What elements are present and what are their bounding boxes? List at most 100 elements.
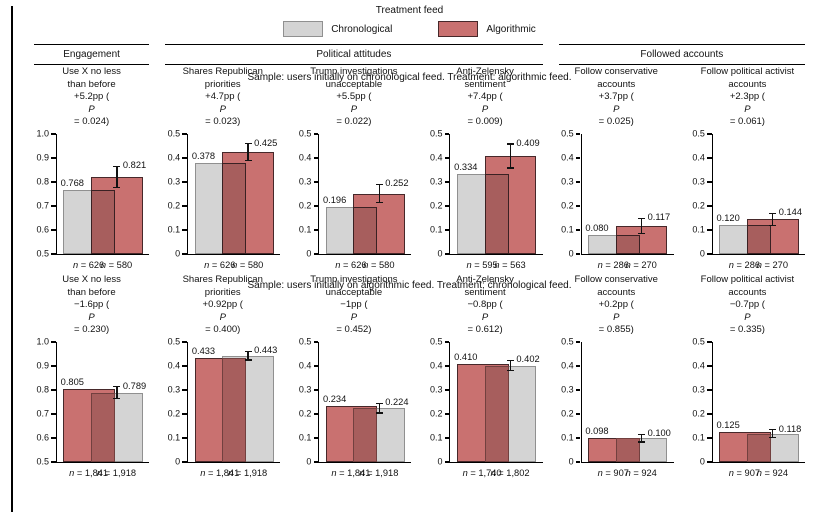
- y-tick-label: 0.5: [429, 128, 443, 139]
- y-tick-label: 0.4: [692, 360, 705, 371]
- y-tick-label: 0.5: [429, 336, 443, 347]
- bar-overlap: [91, 392, 116, 462]
- n-row: n = 1,740 n = 1,802: [427, 467, 542, 481]
- y-tick-label: 0.4: [561, 360, 574, 371]
- error-bar: [116, 386, 118, 399]
- error-bar-cap: [375, 412, 383, 414]
- bar-overlap: [615, 438, 640, 462]
- n-label: n = 286: [728, 260, 761, 270]
- panel-title: Shares Republican priorities +4.7pp (P = 0…: [182, 66, 263, 128]
- error-bar: [640, 434, 643, 442]
- n-label: n = 580: [363, 260, 395, 270]
- y-tick-mark: [575, 253, 581, 255]
- y-tick-mark: [707, 437, 712, 439]
- y-tick-mark: [707, 365, 712, 367]
- y-tick-mark: [444, 365, 450, 367]
- y-tick-mark: [51, 133, 56, 135]
- group-header-label: Political attitudes: [316, 49, 392, 60]
- n-label: n = 286: [597, 260, 629, 270]
- panel-title: Use X no less than before +5.2pp (P = 0.02…: [62, 66, 121, 128]
- y-tick-mark: [707, 181, 712, 183]
- n-label: n = 270: [625, 260, 657, 270]
- chart-panel-1-6: Follow political activist accounts +2.3pp …: [690, 66, 805, 273]
- y-tick-label: 0.9: [36, 152, 49, 163]
- n-label: n = 1,740: [462, 468, 502, 478]
- error-bar: [640, 218, 643, 234]
- bar-overlap: [484, 365, 509, 462]
- chart-panel-1-2: Shares Republican priorities +4.7pp (P = 0…: [165, 66, 281, 273]
- n-row: n = 907 n = 924: [559, 467, 674, 481]
- y-tick-mark: [313, 389, 319, 391]
- y-tick-label: 0.8: [36, 384, 49, 395]
- n-label: n = 907: [728, 468, 761, 478]
- y-tick-mark: [313, 413, 319, 415]
- y-tick-label: 0.5: [167, 336, 181, 347]
- error-bar: [772, 429, 774, 438]
- y-tick-mark: [313, 341, 319, 343]
- plot-wrap: 0 0.1 0.2 0.3 0.4 0.5 0.120 0.144: [690, 129, 805, 258]
- plot-area: 0 0.1 0.2 0.3 0.4 0.5 0.378 0.425: [168, 129, 281, 258]
- plot-area: 0 0.1 0.2 0.3 0.4 0.5 0.410 0.402: [430, 337, 543, 466]
- y-tick-label: 0.2: [429, 200, 443, 211]
- chart-panel-2-1: Use X no less than before −1.6pp (P = 0.23…: [34, 274, 150, 481]
- panel-title: Anti-Zelensky sentiment −0.8pp (P = 0.612): [456, 274, 514, 336]
- bar-value-label: 0.410: [454, 351, 478, 362]
- y-tick-label: 0.1: [429, 224, 443, 235]
- panel-title: Shares Republican priorities +0.92pp (P = …: [182, 274, 263, 336]
- y-tick-label: 0.5: [167, 128, 181, 139]
- error-bar-cap: [113, 398, 121, 400]
- bar-value-label: 0.098: [585, 426, 609, 437]
- n-row: n = 626 n = 580: [296, 259, 411, 273]
- plot-area: 0.5 0.6 0.7 0.8 0.9 1.0 0.805 0.789: [36, 337, 150, 466]
- y-tick-label: 0.5: [298, 128, 312, 139]
- bar-value-label: 0.433: [191, 346, 216, 357]
- plot-area: 0 0.1 0.2 0.3 0.4 0.5 0.120 0.144: [692, 129, 805, 258]
- group-header-engagement: Engagement: [34, 44, 150, 65]
- y-tick-mark: [313, 181, 319, 183]
- n-label: n = 1,841: [331, 468, 371, 478]
- y-tick-mark: [444, 253, 450, 255]
- y-tick-label: 0.4: [167, 360, 181, 371]
- y-tick-label: 0.5: [692, 128, 705, 139]
- n-label: n = 1,918: [359, 468, 399, 478]
- y-tick-mark: [575, 157, 581, 159]
- n-row-inner: n = 1,740 n = 1,802: [449, 467, 542, 481]
- algorithmic-swatch-icon: [438, 21, 479, 37]
- y-tick-mark: [707, 413, 712, 415]
- error-bar-cap: [113, 165, 121, 167]
- bar-overlap: [746, 225, 771, 254]
- y-tick-mark: [444, 205, 450, 207]
- y-tick-label: 0.3: [561, 384, 574, 395]
- n-row: n = 626 n = 580: [34, 259, 149, 273]
- error-bar-cap: [638, 433, 646, 435]
- n-label: n = 1,841: [69, 468, 109, 478]
- y-tick-label: 0.3: [692, 176, 705, 187]
- bar-value-label: 0.144: [778, 207, 802, 218]
- n-row: n = 286 n = 270: [559, 259, 674, 273]
- y-tick-mark: [182, 157, 187, 159]
- n-row: n = 907 n = 924: [690, 467, 805, 481]
- y-tick-label: 1.0: [36, 128, 49, 139]
- chart-panel-1-1: Use X no less than before +5.2pp (P = 0.02…: [34, 66, 150, 273]
- error-bar-cap: [375, 202, 383, 204]
- y-tick-mark: [313, 365, 319, 367]
- y-tick-mark: [575, 133, 581, 135]
- bar-overlap: [746, 433, 771, 462]
- y-tick-label: 0.4: [298, 360, 312, 371]
- plot-wrap: 0 0.1 0.2 0.3 0.4 0.5 0.334 0.409: [427, 129, 543, 258]
- n-row-inner: n = 626 n = 580: [56, 259, 149, 273]
- y-tick-label: 0.1: [692, 432, 705, 443]
- y-tick-mark: [707, 461, 712, 463]
- chart-panel-2-3: Trump investigations unacceptable −1pp (P …: [296, 274, 412, 481]
- error-bar-cap: [506, 167, 514, 169]
- figure-left-border-line: [11, 6, 13, 512]
- y-tick-label: 0.2: [167, 408, 181, 419]
- group-headers: Engagement Political attitudes Followed …: [0, 44, 819, 65]
- y-tick-label: 0.3: [561, 176, 574, 187]
- bar-value-label: 0.443: [254, 345, 278, 356]
- y-tick-mark: [707, 341, 712, 343]
- bar-value-label: 0.125: [716, 420, 740, 430]
- y-tick-mark: [575, 437, 581, 439]
- y-tick-mark: [575, 341, 581, 343]
